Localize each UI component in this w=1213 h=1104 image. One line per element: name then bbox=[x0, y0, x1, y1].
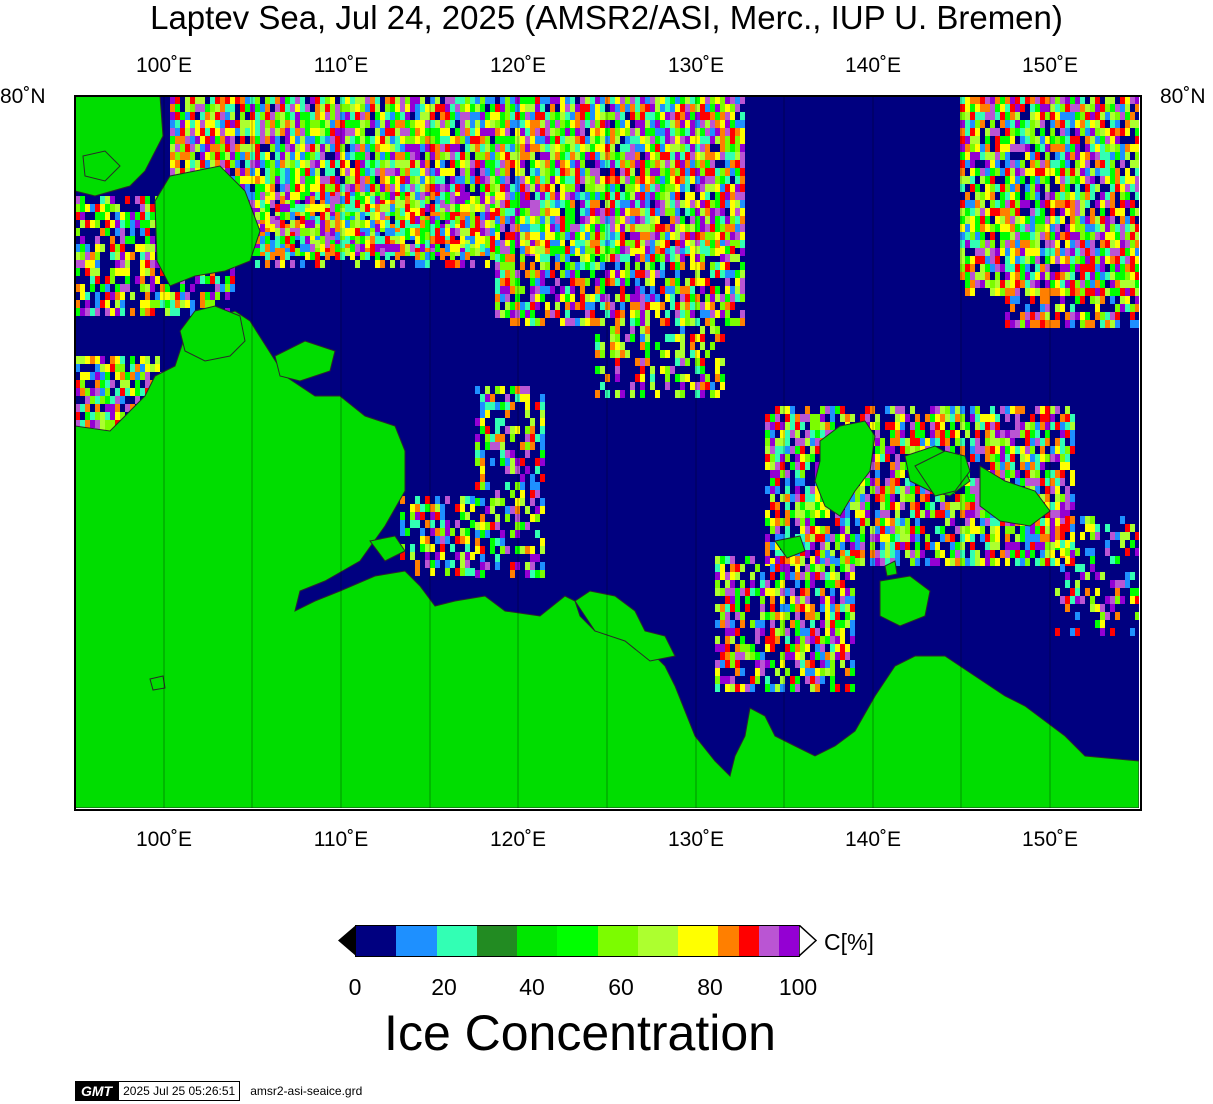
timestamp: 2025 Jul 25 05:26:51 bbox=[118, 1081, 241, 1101]
colorbar-segment bbox=[396, 926, 437, 956]
lon-label-bottom-130: 130˚E bbox=[667, 828, 725, 851]
colorbar-high-arrow bbox=[799, 925, 817, 957]
colorbar-segment bbox=[738, 926, 759, 956]
map-title: Laptev Sea, Jul 24, 2025 (AMSR2/ASI, Mer… bbox=[150, 0, 1063, 36]
grid-filename: amsr2-asi-seaice.grd bbox=[250, 1084, 363, 1098]
land-islet-3 bbox=[369, 535, 406, 562]
colorbar-segment bbox=[678, 926, 719, 956]
colorbar-tick: 60 bbox=[608, 974, 634, 1000]
colorbar-tick: 20 bbox=[431, 974, 457, 1000]
colorbar-segment bbox=[476, 926, 518, 956]
lon-label-bottom-110: 110˚E bbox=[313, 828, 369, 851]
land-kotelny-island bbox=[814, 420, 876, 517]
land-small-islet-2 bbox=[884, 560, 898, 577]
land-severnaya-zemlya-bolshevik bbox=[154, 165, 261, 287]
colorbar-segment bbox=[637, 926, 679, 956]
lon-label-bottom-100: 100˚E bbox=[135, 828, 193, 851]
colorbar-low-arrow bbox=[338, 925, 356, 956]
colorbar-segment bbox=[778, 926, 799, 956]
colorbar-title: Ice Concentration bbox=[384, 1005, 776, 1061]
colorbar-unit: C[%] bbox=[824, 929, 874, 955]
lon-label-top-130: 130˚E bbox=[667, 54, 725, 77]
lon-label-top-110: 110˚E bbox=[313, 54, 369, 77]
gmt-logo: GMT bbox=[75, 1081, 119, 1101]
colorbar-segment bbox=[758, 926, 779, 956]
lat-label-left: 80˚N bbox=[0, 85, 46, 108]
land-severnaya-zemlya-west bbox=[75, 96, 164, 197]
lon-label-bottom-150: 150˚E bbox=[1021, 828, 1079, 851]
colorbar-segment bbox=[436, 926, 477, 956]
colorbar-tick: 80 bbox=[697, 974, 723, 1000]
colorbar-tick: 100 bbox=[778, 974, 818, 1000]
land-bolshoy-lyakhovsky bbox=[879, 575, 931, 627]
land-new-siberia-east bbox=[979, 465, 1051, 527]
land-lena-delta bbox=[574, 590, 676, 662]
sea-ice-map bbox=[75, 96, 1139, 808]
lon-label-top-120: 120˚E bbox=[489, 54, 547, 77]
colorbar bbox=[355, 925, 800, 957]
colorbar-tick: 0 bbox=[348, 974, 362, 1000]
ice-concentration-layer bbox=[75, 96, 1139, 692]
gmt-timestamp: GMT 2025 Jul 25 05:26:51 amsr2-asi-seaic… bbox=[75, 1081, 362, 1101]
land-severnaya-zemlya-small bbox=[82, 150, 121, 182]
lon-label-top-150: 150˚E bbox=[1021, 54, 1079, 77]
land-taymyr-cape bbox=[274, 340, 336, 382]
lon-label-top-100: 100˚E bbox=[135, 54, 193, 77]
colorbar-segment bbox=[597, 926, 638, 956]
lon-label-top-140: 140˚E bbox=[844, 54, 902, 77]
colorbar-segment bbox=[517, 926, 558, 956]
lat-label-right: 80˚N bbox=[1160, 85, 1206, 108]
land-faddeyevsky-island bbox=[914, 450, 971, 497]
colorbar-segment bbox=[356, 926, 397, 956]
land-small-islet-1 bbox=[774, 535, 806, 559]
lon-label-bottom-140: 140˚E bbox=[844, 828, 902, 851]
colorbar-segment bbox=[557, 926, 598, 956]
colorbar-tick: 40 bbox=[519, 974, 545, 1000]
lon-label-bottom-120: 120˚E bbox=[489, 828, 547, 851]
land-islet-4 bbox=[149, 675, 166, 691]
land-taymyr-north bbox=[179, 305, 246, 362]
colorbar-segment bbox=[718, 926, 739, 956]
